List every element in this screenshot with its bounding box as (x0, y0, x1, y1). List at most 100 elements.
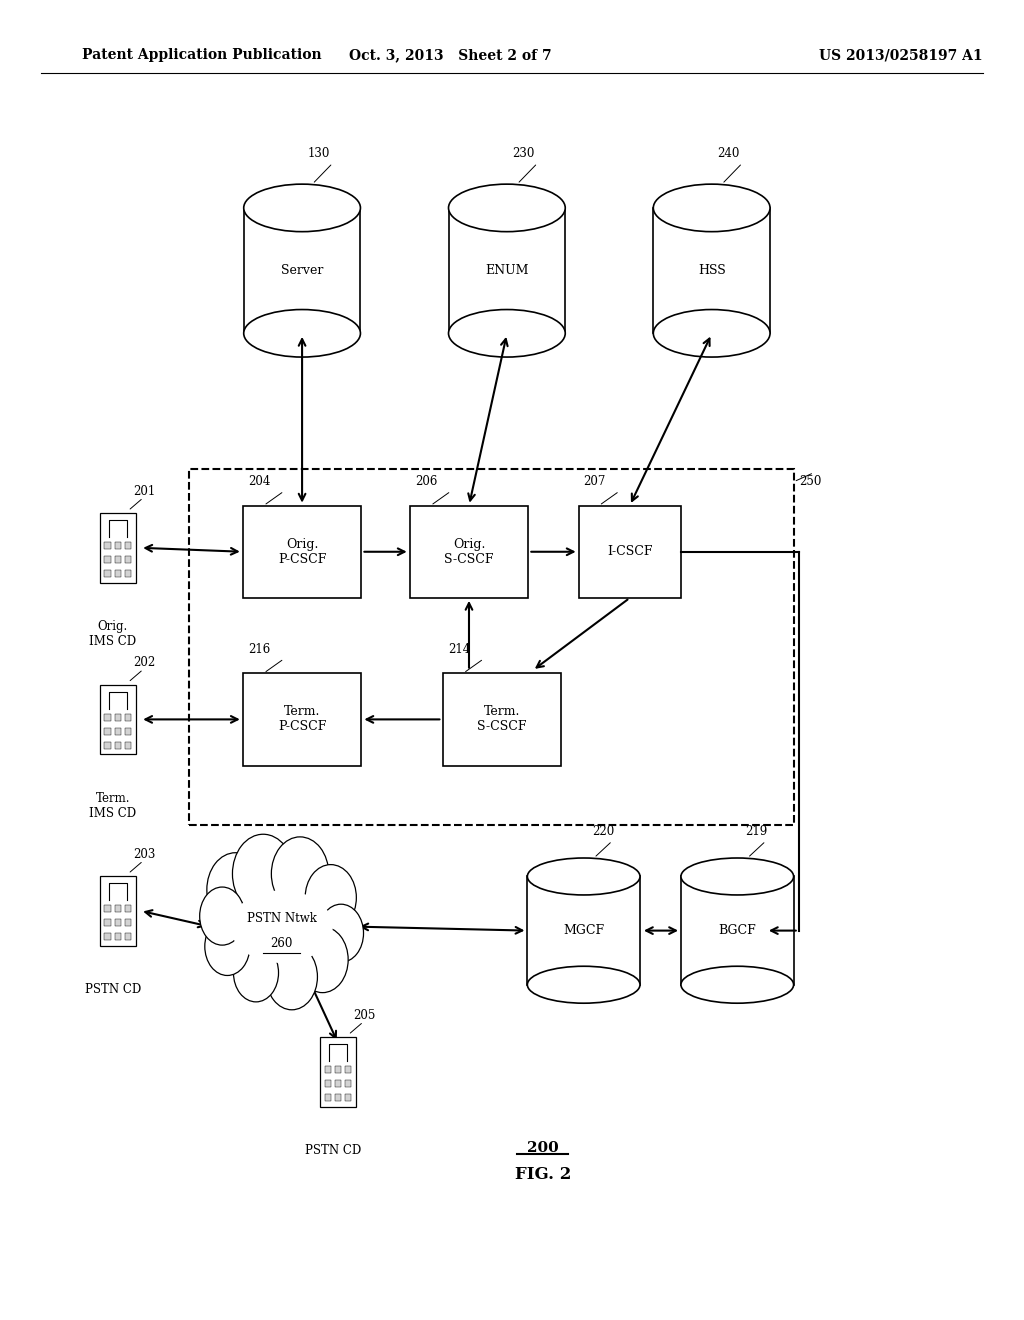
Text: ENUM: ENUM (485, 264, 528, 277)
Text: PSTN CD: PSTN CD (85, 983, 140, 997)
Bar (335, 1094, 341, 1101)
Bar (244, 209, 360, 333)
Text: FIG. 2: FIG. 2 (514, 1167, 571, 1183)
Bar (115, 570, 121, 577)
Bar (410, 506, 528, 598)
Text: Oct. 3, 2013   Sheet 2 of 7: Oct. 3, 2013 Sheet 2 of 7 (349, 49, 552, 62)
Bar (125, 570, 131, 577)
Circle shape (205, 917, 250, 975)
Bar (104, 933, 111, 940)
Bar (99, 685, 136, 754)
Bar (104, 543, 111, 549)
Bar (104, 727, 111, 735)
Bar (125, 714, 131, 721)
Text: BGCF: BGCF (719, 924, 756, 937)
Bar (104, 570, 111, 577)
Text: Term.
S-CSCF: Term. S-CSCF (477, 705, 526, 734)
Ellipse shape (653, 309, 770, 356)
Ellipse shape (681, 966, 794, 1003)
Bar (325, 1080, 331, 1088)
Text: 220: 220 (592, 825, 614, 838)
Bar (99, 513, 136, 582)
Ellipse shape (244, 309, 360, 356)
Circle shape (271, 837, 329, 911)
Circle shape (318, 904, 364, 962)
Ellipse shape (244, 183, 360, 231)
Text: 240: 240 (717, 148, 739, 160)
Text: 203: 203 (133, 847, 156, 861)
Bar (104, 556, 111, 564)
Bar (579, 506, 681, 598)
Ellipse shape (527, 966, 640, 1003)
Circle shape (266, 944, 317, 1010)
Bar (345, 1067, 351, 1073)
Bar (115, 714, 121, 721)
Text: 206: 206 (416, 475, 437, 488)
Text: 219: 219 (745, 825, 768, 838)
Text: 202: 202 (133, 656, 156, 669)
Ellipse shape (653, 183, 770, 231)
Text: 216: 216 (248, 643, 270, 656)
Text: 214: 214 (449, 643, 470, 656)
Bar (104, 906, 111, 912)
Bar (189, 469, 794, 825)
Bar (125, 556, 131, 564)
Ellipse shape (527, 858, 640, 895)
Text: Orig.
IMS CD: Orig. IMS CD (89, 620, 136, 648)
Circle shape (207, 853, 264, 927)
Bar (335, 1067, 341, 1073)
Bar (653, 209, 770, 333)
Bar (115, 919, 121, 927)
Text: Term.
IMS CD: Term. IMS CD (89, 792, 136, 820)
Bar (319, 1038, 356, 1106)
Bar (125, 742, 131, 748)
Bar (115, 933, 121, 940)
Text: I-CSCF: I-CSCF (607, 545, 652, 558)
Bar (345, 1094, 351, 1101)
Ellipse shape (449, 309, 565, 356)
Text: 205: 205 (353, 1008, 376, 1022)
Circle shape (232, 834, 294, 913)
Text: HSS: HSS (697, 264, 726, 277)
Bar (115, 727, 121, 735)
Text: Server: Server (281, 264, 324, 277)
Text: 250: 250 (799, 475, 821, 488)
Text: Term.
P-CSCF: Term. P-CSCF (278, 705, 327, 734)
Bar (125, 906, 131, 912)
Bar (125, 919, 131, 927)
Text: US 2013/0258197 A1: US 2013/0258197 A1 (819, 49, 983, 62)
Bar (527, 876, 640, 985)
Bar (449, 209, 565, 333)
Bar (244, 506, 360, 598)
Bar (104, 742, 111, 748)
Bar (325, 1094, 331, 1101)
Bar (335, 1080, 341, 1088)
Ellipse shape (681, 858, 794, 895)
Text: Patent Application Publication: Patent Application Publication (82, 49, 322, 62)
Ellipse shape (449, 183, 565, 231)
Bar (99, 876, 136, 945)
Bar (115, 742, 121, 748)
Bar (442, 673, 561, 766)
Bar (104, 714, 111, 721)
Text: 230: 230 (512, 148, 535, 160)
Ellipse shape (230, 891, 333, 964)
Bar (345, 1080, 351, 1088)
Text: 130: 130 (307, 148, 330, 160)
Circle shape (297, 927, 348, 993)
Text: 200: 200 (526, 1142, 559, 1155)
Ellipse shape (223, 884, 340, 969)
Bar (681, 876, 794, 985)
Bar (104, 919, 111, 927)
Text: PSTN CD: PSTN CD (305, 1144, 360, 1158)
Text: Orig.
P-CSCF: Orig. P-CSCF (278, 537, 327, 566)
Text: PSTN Ntwk: PSTN Ntwk (247, 912, 316, 925)
Bar (125, 933, 131, 940)
Bar (115, 543, 121, 549)
Circle shape (305, 865, 356, 931)
Circle shape (200, 887, 245, 945)
Text: 207: 207 (584, 475, 606, 488)
Bar (115, 556, 121, 564)
Bar (244, 673, 360, 766)
Bar (115, 906, 121, 912)
